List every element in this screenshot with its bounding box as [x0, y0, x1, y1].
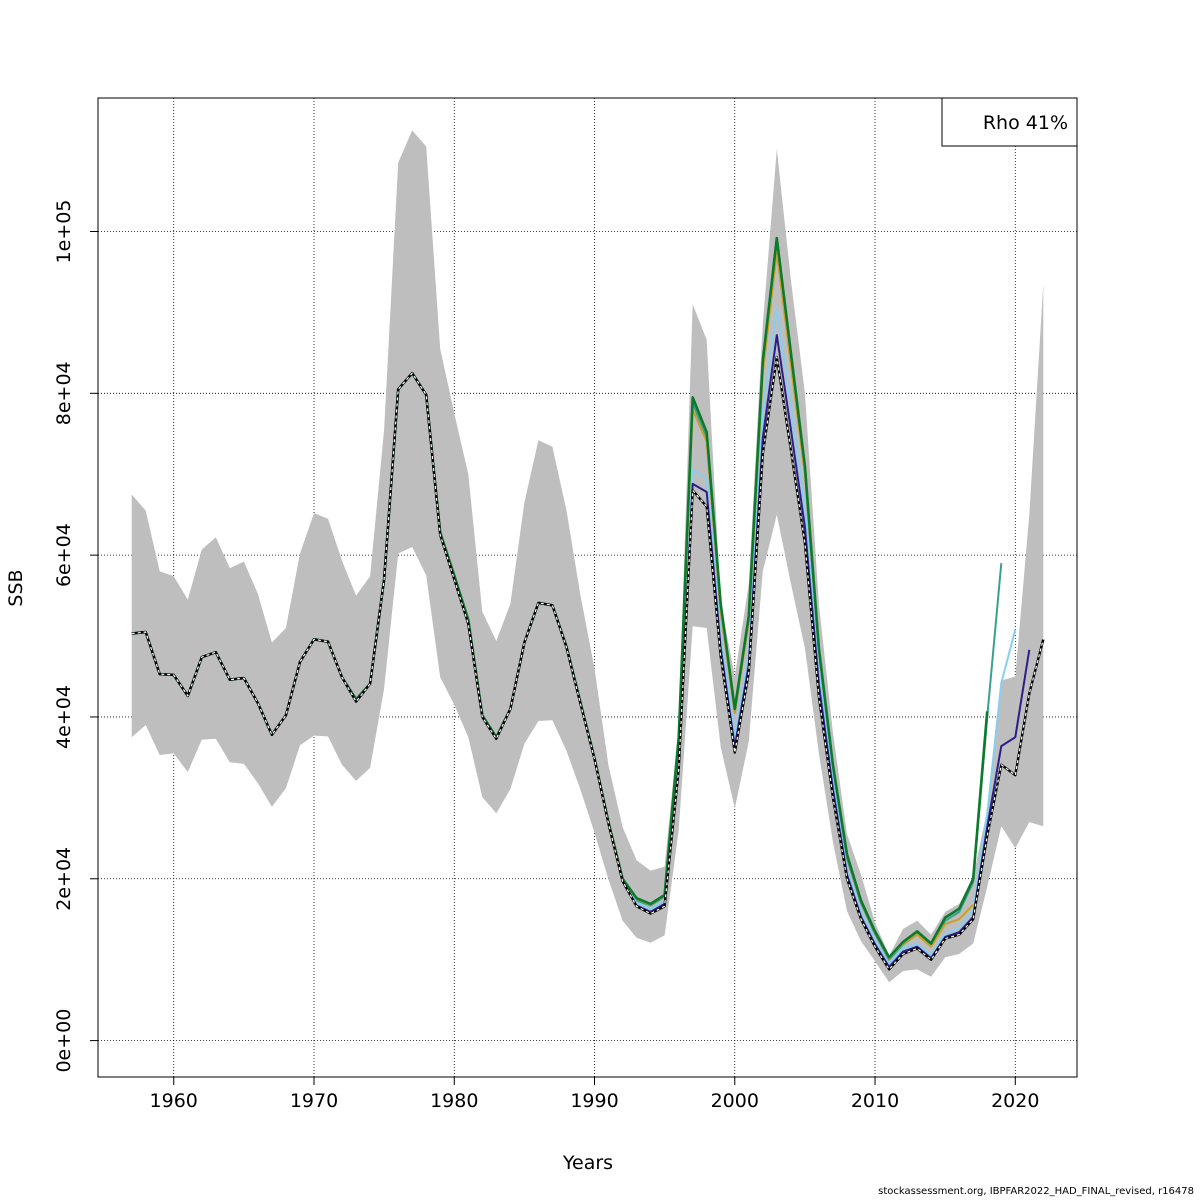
plot-frame	[97, 97, 1078, 1078]
legend: Rho 41%	[941, 97, 1078, 147]
footer-caption: stockassessment.org, IBPFAR2022_HAD_FINA…	[878, 1186, 1194, 1197]
x-tick-label: 1990	[570, 1090, 618, 1112]
legend-box	[941, 97, 1078, 147]
x-tick-label: 1960	[150, 1090, 198, 1112]
y-tick-label: 2e+04	[53, 847, 75, 911]
y-tick-label: 1e+05	[53, 200, 75, 264]
x-axis: 1960 1970 1980 1990 2000 2010 2020	[150, 1077, 1039, 1112]
x-tick-label: 1980	[430, 1090, 478, 1112]
x-tick-label: 2010	[851, 1090, 899, 1112]
confidence-band-layer	[131, 130, 1044, 983]
x-tick-label: 2000	[711, 1090, 759, 1112]
y-tick-label: 8e+04	[53, 361, 75, 425]
y-tick-label: 6e+04	[53, 523, 75, 587]
x-axis-title: Years	[562, 1152, 613, 1174]
legend-text: Rho 41%	[983, 112, 1068, 134]
y-tick-label: 0e+00	[53, 1009, 75, 1073]
confidence-band	[131, 130, 1044, 983]
series-line-base-dash	[131, 356, 1044, 971]
series-layer	[131, 236, 1045, 971]
y-axis: 0e+00 2e+04 4e+04 6e+04 8e+04 1e+05	[53, 200, 98, 1073]
x-tick-label: 2020	[991, 1090, 1039, 1112]
y-tick-label: 4e+04	[53, 685, 75, 749]
x-tick-label: 1970	[290, 1090, 338, 1112]
y-axis-title: SSB	[5, 569, 27, 606]
